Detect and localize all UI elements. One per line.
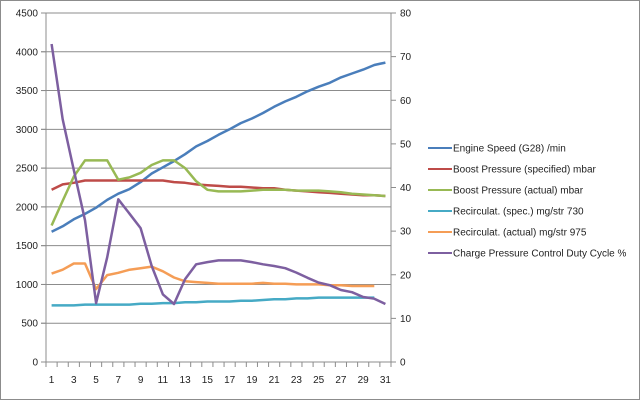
y2-tick-label: 10: [400, 314, 412, 325]
y2-tick-label: 60: [400, 96, 412, 107]
y2-tick-label: 20: [400, 270, 412, 281]
x-tick-label: 11: [158, 375, 169, 386]
x-tick-label: 29: [358, 375, 370, 386]
y-tick-label: 2500: [16, 164, 39, 175]
legend-label: Boost Pressure (actual) mbar: [453, 186, 584, 197]
legend-label: Recirculat. (spec.) mg/str 730: [453, 207, 584, 218]
x-tick-label: 7: [116, 375, 122, 386]
x-tick-label: 27: [335, 375, 347, 386]
y-tick-label: 4000: [16, 47, 39, 58]
y-tick-label: 3000: [16, 125, 39, 136]
y2-tick-label: 0: [400, 358, 406, 369]
y-tick-label: 500: [21, 319, 38, 330]
x-tick-label: 3: [71, 375, 77, 386]
y2-tick-label: 40: [400, 183, 412, 194]
x-tick-label: 23: [291, 375, 303, 386]
x-tick-label: 19: [246, 375, 258, 386]
legend-label: Charge Pressure Control Duty Cycle %: [453, 249, 627, 260]
x-tick-label: 31: [380, 375, 392, 386]
y2-tick-label: 70: [400, 52, 412, 63]
x-tick-label: 5: [93, 375, 99, 386]
x-tick-label: 17: [224, 375, 236, 386]
y-tick-label: 1500: [16, 241, 39, 252]
legend-label: Boost Pressure (specified) mbar: [453, 165, 597, 176]
legend-label: Recirculat. (actual) mg/str 975: [453, 228, 587, 239]
y-tick-label: 0: [32, 358, 38, 369]
y-tick-label: 2000: [16, 202, 39, 213]
y-tick-label: 4500: [16, 9, 39, 20]
y2-tick-label: 80: [400, 9, 412, 20]
y2-tick-label: 30: [400, 227, 412, 238]
y2-tick-label: 50: [400, 139, 412, 150]
x-tick-label: 9: [138, 375, 144, 386]
x-tick-label: 25: [313, 375, 325, 386]
y-tick-label: 1000: [16, 280, 39, 291]
x-tick-label: 15: [202, 375, 214, 386]
x-tick-label: 13: [180, 375, 192, 386]
x-tick-label: 1: [49, 375, 55, 386]
y-tick-label: 3500: [16, 86, 39, 97]
legend-label: Engine Speed (G28) /min: [453, 144, 566, 155]
x-tick-label: 21: [269, 375, 281, 386]
